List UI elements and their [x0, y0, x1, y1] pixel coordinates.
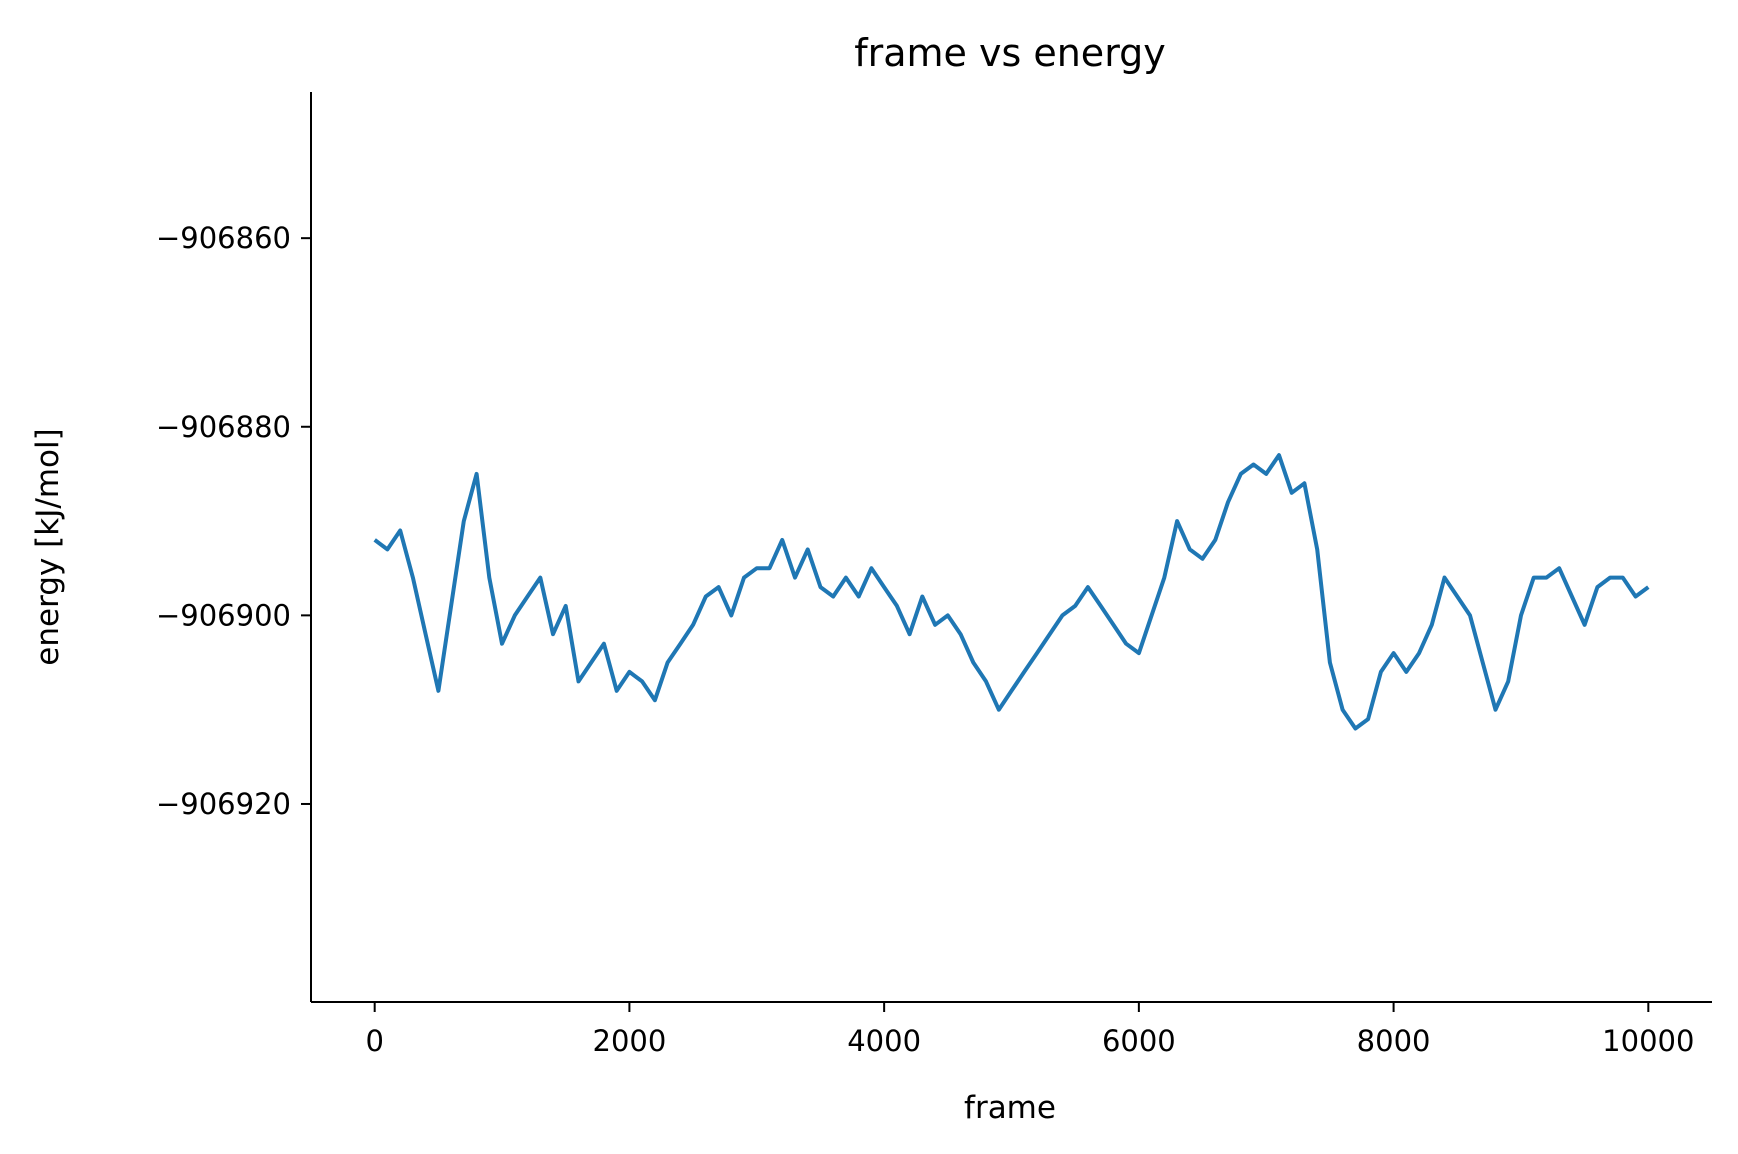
x-axis-ticks: 0 2000 4000 6000 8000 10000 [365, 1002, 1694, 1058]
y-axis-label: energy [kJ/mol] [30, 428, 66, 665]
y-tick-label: −906920 [156, 787, 291, 821]
x-tick-label: 4000 [847, 1024, 921, 1058]
y-tick-label: −906860 [156, 221, 291, 255]
y-tick-label: −906880 [156, 410, 291, 444]
x-axis-label: frame [964, 1090, 1056, 1126]
x-tick-label: 2000 [593, 1024, 667, 1058]
y-axis-ticks: −906860 −906880 −906900 −906920 [156, 221, 311, 821]
x-tick-label: 6000 [1102, 1024, 1176, 1058]
chart-title: frame vs energy [854, 31, 1166, 75]
x-tick-label: 0 [365, 1024, 383, 1058]
x-tick-label: 8000 [1357, 1024, 1431, 1058]
plot-area [373, 453, 1650, 731]
y-tick-label: −906900 [156, 598, 291, 632]
energy-series-line [373, 453, 1650, 731]
x-tick-label: 10000 [1602, 1024, 1694, 1058]
